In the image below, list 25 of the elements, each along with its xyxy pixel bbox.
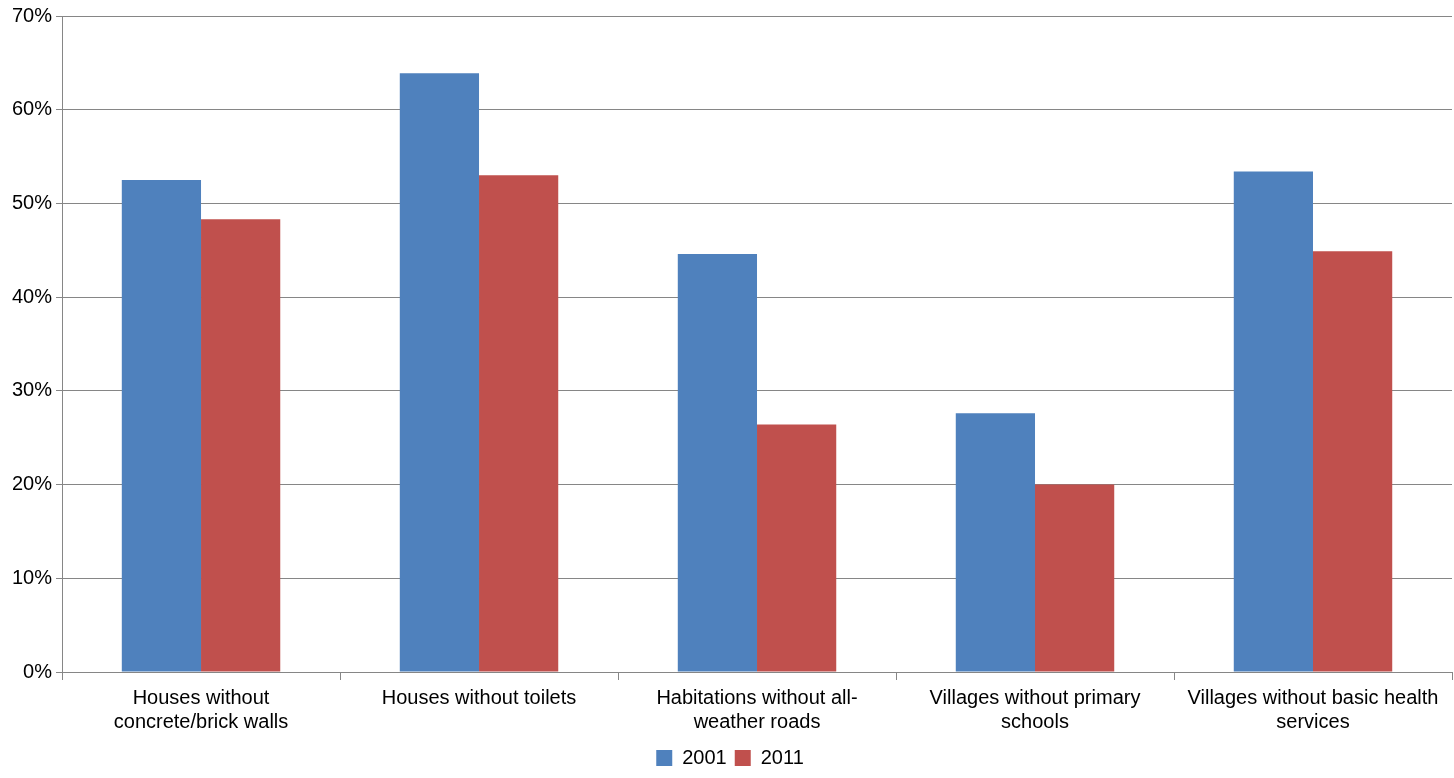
y-tick-label: 10% xyxy=(12,565,53,588)
y-tick-label: 20% xyxy=(12,472,53,495)
y-tick-label: 0% xyxy=(23,659,53,682)
y-tick-label: 60% xyxy=(12,97,53,120)
x-tick-label: Villages without basic health services xyxy=(1187,685,1439,732)
bar xyxy=(399,73,480,672)
bar xyxy=(201,219,281,672)
x-tick-label: Houses without concrete/brick walls xyxy=(113,685,289,732)
bar xyxy=(1313,251,1393,672)
legend-label: 2001 xyxy=(682,745,727,768)
x-tick-label: Houses without toilets xyxy=(381,685,577,708)
bar xyxy=(479,175,559,672)
x-tick-label: Habitations without all-weather roads xyxy=(656,685,858,732)
bar xyxy=(1233,171,1313,672)
y-tick-label: 40% xyxy=(12,284,53,307)
x-tick-label: Villages without primary schools xyxy=(929,685,1141,732)
y-tick-label: 50% xyxy=(12,190,53,213)
y-tick-label: 70% xyxy=(12,3,53,26)
bar xyxy=(677,254,758,672)
bar xyxy=(1035,484,1115,672)
bar xyxy=(121,180,202,672)
bar xyxy=(757,424,837,672)
legend-label: 2011 xyxy=(760,745,804,768)
y-tick-label: 30% xyxy=(12,378,53,401)
bar xyxy=(955,413,1036,672)
